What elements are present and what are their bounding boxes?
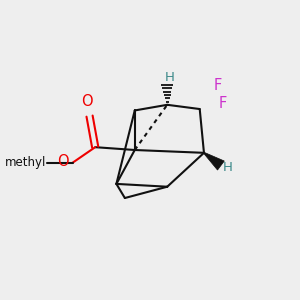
Text: O: O [81, 94, 92, 109]
Text: F: F [219, 96, 227, 111]
Text: methyl: methyl [4, 156, 46, 169]
Text: F: F [213, 78, 221, 93]
Text: H: H [222, 161, 232, 174]
Polygon shape [204, 152, 224, 170]
Text: O: O [58, 154, 69, 169]
Text: H: H [165, 70, 175, 84]
